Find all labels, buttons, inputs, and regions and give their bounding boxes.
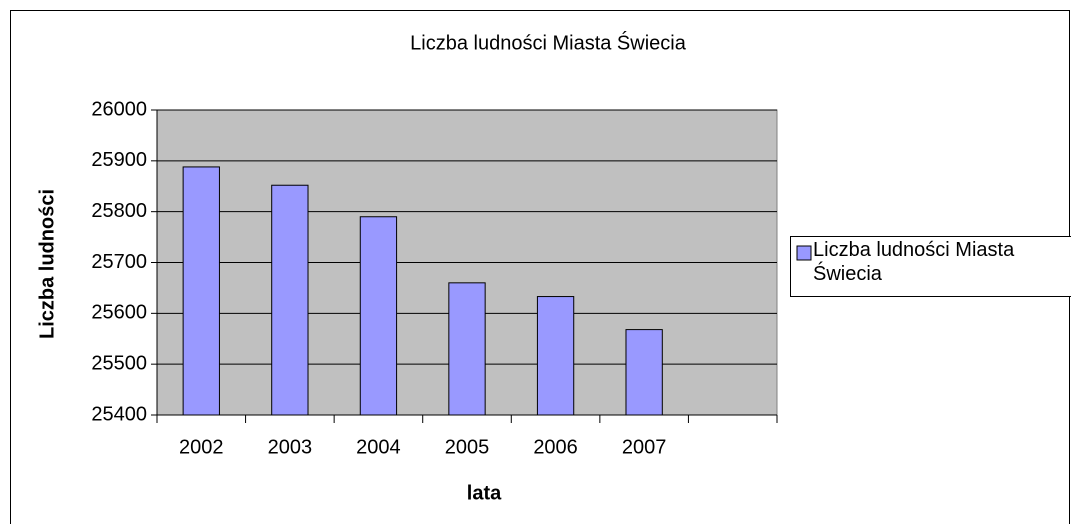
y-tick-label: 25400 [91,403,147,425]
y-axis-label: Liczba ludności [36,189,58,339]
bar [182,166,220,416]
x-tick-label: 2002 [179,436,224,458]
bar [448,282,486,416]
legend-swatch [796,245,812,261]
legend-label: Liczba ludności Miasta Świecia [813,239,1015,285]
y-tick-label: 25800 [91,200,147,222]
y-tick-label: 25700 [91,251,147,273]
bar [625,329,663,416]
legend-box [790,236,1071,297]
y-tick-label: 26000 [91,98,147,120]
chart-title: Liczba ludności Miasta Świecia [410,30,687,54]
x-tick-label: 2006 [533,436,578,458]
y-tick-label: 25900 [91,149,147,171]
x-tick-label: 2003 [268,436,313,458]
x-tick-label: 2007 [622,436,667,458]
x-tick-label: 2004 [356,436,401,458]
bar [359,216,398,416]
bar [536,296,575,416]
y-tick-label: 25500 [91,352,147,374]
x-tick-label: 2005 [445,436,490,458]
y-tick-label: 25600 [91,302,147,324]
legend-entry: Liczba ludności Miasta Świecia [813,239,1015,285]
bar [271,184,309,416]
x-axis-label: lata [467,482,502,504]
